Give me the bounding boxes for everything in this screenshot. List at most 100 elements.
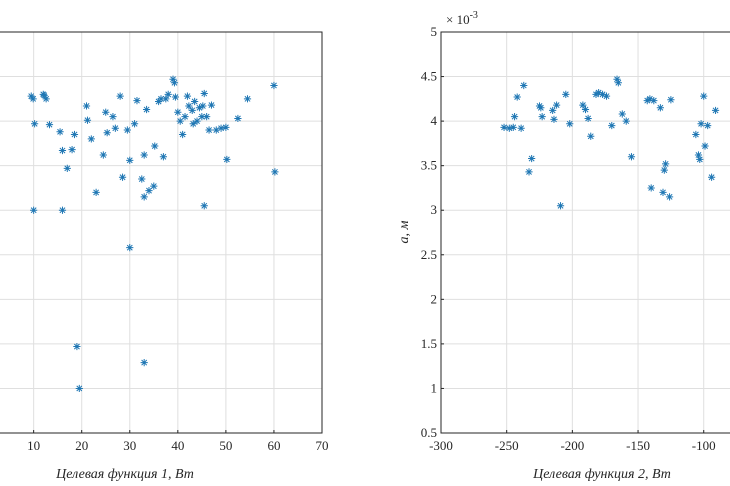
data-point	[234, 114, 242, 123]
data-point	[162, 95, 170, 103]
data-point	[579, 101, 587, 109]
data-point	[109, 113, 117, 121]
data-point	[92, 188, 100, 196]
data-point	[73, 342, 81, 351]
data-point	[696, 155, 704, 164]
data-point	[646, 95, 654, 103]
data-point	[126, 244, 134, 252]
data-point	[205, 126, 213, 134]
data-point	[176, 117, 184, 125]
x-tick-label: -300	[429, 438, 453, 453]
data-point	[243, 95, 252, 103]
data-point	[550, 115, 558, 123]
data-point	[68, 146, 76, 154]
data-point	[697, 120, 705, 128]
data-point	[42, 95, 50, 103]
data-point	[29, 95, 37, 103]
right-y-multiplier: × 10-3	[446, 10, 478, 27]
data-point	[83, 116, 92, 124]
data-point	[598, 90, 607, 98]
right-grid	[440, 31, 730, 434]
data-point	[520, 81, 528, 90]
right-x-axis-label: Целевая функция 2, Вт	[532, 467, 671, 482]
data-point	[200, 89, 208, 98]
x-tick-label: -100	[692, 438, 716, 453]
data-point	[212, 126, 220, 134]
data-point	[513, 93, 521, 101]
data-point	[525, 168, 533, 176]
right-y-ticks: 0.5 1 1.5 2 2.5 3 3.5 4 4.5 5	[421, 24, 444, 440]
y-tick-label: 5	[431, 24, 438, 39]
data-point	[103, 129, 111, 137]
data-point	[556, 202, 565, 210]
x-tick-label: 10	[27, 438, 40, 453]
x-tick-label: -150	[626, 438, 650, 453]
data-point	[157, 95, 165, 103]
data-point	[643, 97, 651, 105]
data-point	[140, 193, 148, 201]
data-point	[660, 166, 668, 174]
data-point	[553, 101, 561, 109]
data-point	[133, 97, 141, 105]
data-point	[58, 146, 67, 155]
data-point	[217, 124, 225, 132]
data-point	[223, 155, 231, 164]
x-tick-label: -200	[560, 438, 584, 453]
data-point	[694, 151, 703, 159]
right-scatter-plot: -300 -250 -200 -150 -100 0.5 1 1.5 2 2.5 3 3.5 4 4.5…	[397, 10, 730, 482]
data-point	[159, 153, 168, 161]
data-point	[27, 92, 35, 100]
data-point	[189, 120, 197, 128]
left-x-axis-label: Целевая функция 1, Вт	[55, 467, 194, 482]
data-point	[662, 160, 670, 168]
data-point	[566, 120, 574, 128]
data-point	[200, 202, 208, 210]
data-point	[40, 91, 48, 99]
right-points	[500, 75, 720, 210]
y-tick-label: 2.5	[421, 247, 437, 262]
data-point	[58, 206, 67, 214]
data-point	[587, 132, 595, 140]
data-point	[142, 105, 151, 114]
data-point	[123, 126, 131, 134]
data-point	[99, 151, 107, 159]
y-tick-label: 4.5	[421, 69, 437, 84]
data-point	[181, 113, 189, 121]
data-point	[608, 121, 616, 130]
y-tick-label: 1	[431, 380, 438, 395]
data-point	[517, 124, 525, 132]
data-point	[116, 92, 124, 100]
left-grid	[0, 31, 323, 434]
data-point	[708, 173, 716, 181]
y-tick-label: 1.5	[421, 336, 437, 351]
data-point	[207, 101, 216, 109]
data-point	[193, 117, 201, 125]
data-point	[185, 102, 193, 110]
data-point	[659, 188, 667, 196]
data-point	[138, 175, 146, 183]
x-tick-label: 50	[219, 438, 232, 453]
data-point	[595, 88, 603, 97]
x-tick-label: 60	[267, 438, 280, 453]
data-point	[191, 97, 199, 106]
data-point	[118, 173, 127, 181]
data-point	[150, 182, 158, 190]
data-point	[198, 113, 206, 121]
data-point	[179, 130, 187, 139]
data-point	[174, 108, 182, 116]
right-x-ticks: -300 -250 -200 -150 -100	[429, 430, 716, 453]
left-axes-frame	[0, 31, 323, 434]
data-point	[667, 96, 675, 104]
data-point	[87, 135, 95, 143]
data-point	[549, 106, 557, 115]
x-tick-label: -250	[495, 438, 519, 453]
data-point	[145, 187, 153, 195]
data-point	[271, 168, 279, 176]
x-tick-label: 40	[171, 438, 184, 453]
data-point	[203, 113, 211, 121]
data-point	[692, 130, 700, 139]
data-point	[270, 81, 278, 90]
data-point	[31, 120, 39, 128]
data-point	[183, 92, 192, 100]
